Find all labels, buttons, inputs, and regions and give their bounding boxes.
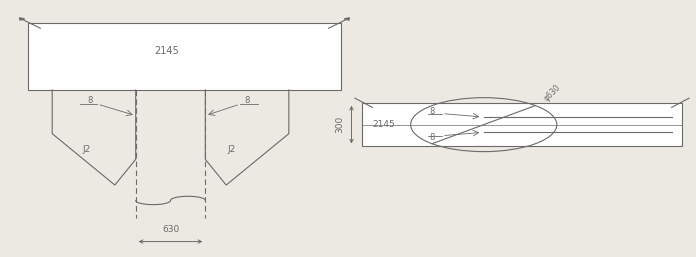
Text: 8: 8 <box>429 133 435 142</box>
Text: 8: 8 <box>88 96 93 105</box>
Bar <box>28 23 341 90</box>
Text: 2145: 2145 <box>155 47 180 56</box>
Text: J2: J2 <box>228 144 236 154</box>
Polygon shape <box>345 18 349 20</box>
Text: 8: 8 <box>429 107 435 116</box>
Bar <box>362 103 682 146</box>
Text: 2145: 2145 <box>372 120 395 129</box>
Text: J2: J2 <box>83 144 91 154</box>
Text: 8: 8 <box>244 96 250 105</box>
Text: φ630: φ630 <box>542 83 562 103</box>
Polygon shape <box>19 18 24 20</box>
Text: 300: 300 <box>335 116 345 133</box>
Text: 630: 630 <box>162 225 179 234</box>
